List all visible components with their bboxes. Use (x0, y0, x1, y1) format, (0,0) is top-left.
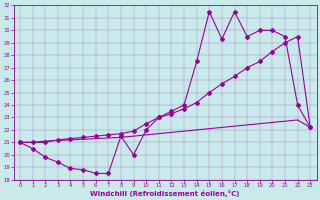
X-axis label: Windchill (Refroidissement éolien,°C): Windchill (Refroidissement éolien,°C) (91, 190, 240, 197)
